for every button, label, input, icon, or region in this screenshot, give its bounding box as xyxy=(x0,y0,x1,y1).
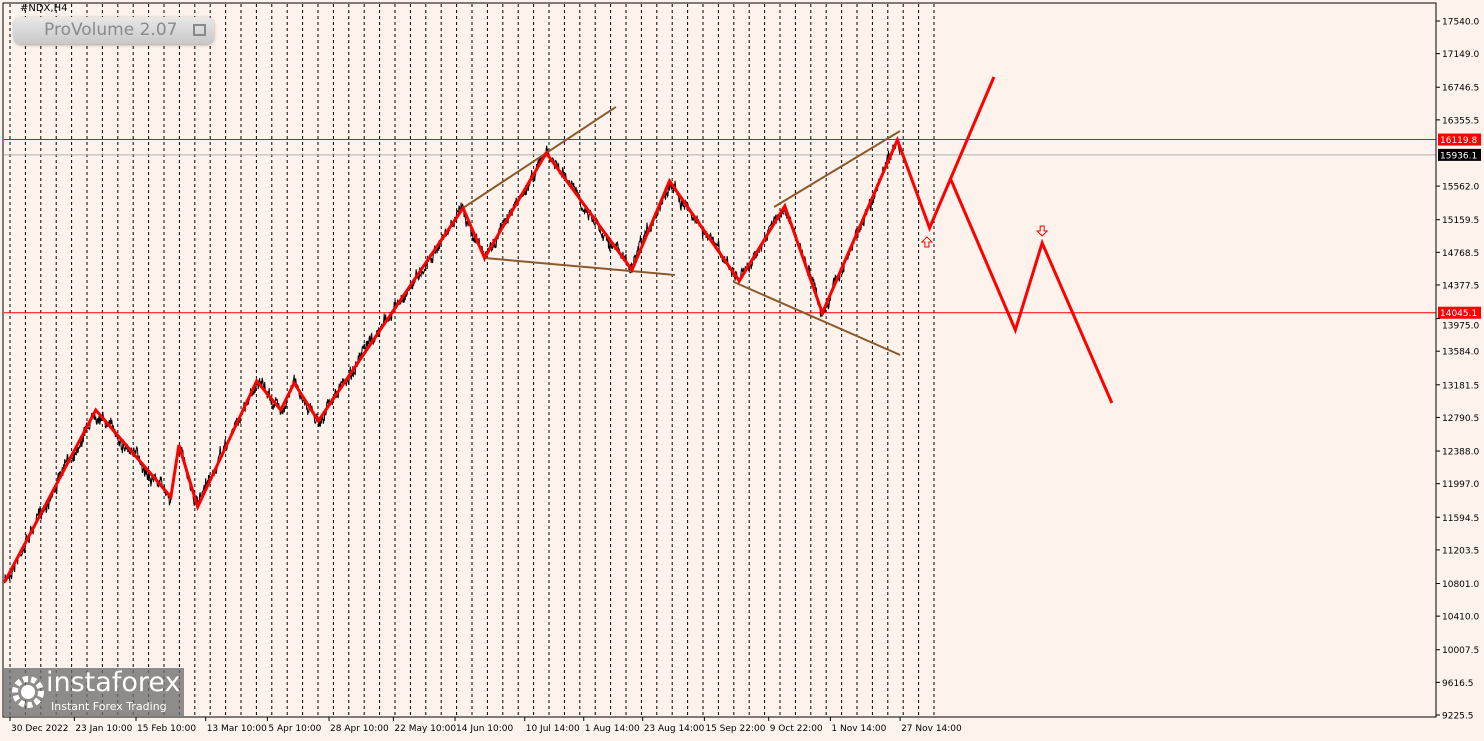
x-tick-label: 23 Jan 10:00 xyxy=(75,724,132,734)
arrow-up-icon xyxy=(920,236,934,248)
y-tick-label: 15562.0 xyxy=(1442,183,1479,193)
level-price-label: 14045.1 xyxy=(1440,309,1477,319)
trendlines xyxy=(462,106,901,356)
trendline xyxy=(733,281,901,356)
wave-line xyxy=(3,76,996,583)
wave-lines xyxy=(3,76,1114,583)
y-tick-label: 12790.5 xyxy=(1442,414,1479,424)
arrow-down-icon xyxy=(1035,225,1049,237)
level-price-tag xyxy=(1438,306,1481,319)
price-axis[interactable]: 17540.0 17149.0 16746.5 16355.5 15562.0 15159… xyxy=(1435,3,1479,722)
logo-tagline: Instant Forex Trading xyxy=(51,700,167,713)
x-tick-label: 27 Nov 14:00 xyxy=(901,724,962,734)
level-price-tag xyxy=(1438,133,1481,146)
x-tick-label: 22 May 10:00 xyxy=(394,724,456,734)
provolume-indicator-button[interactable]: ProVolume 2.07 xyxy=(14,17,214,44)
trendline xyxy=(484,256,675,276)
y-tick-label: 10801.0 xyxy=(1442,580,1479,590)
x-tick-label: 1 Aug 14:00 xyxy=(585,724,640,734)
symbol-label: #NDX,H4 xyxy=(20,3,68,14)
y-tick-label: 10007.5 xyxy=(1442,646,1479,656)
arrows xyxy=(920,225,1049,248)
y-tick-label: 14377.5 xyxy=(1442,281,1479,291)
x-tick-label: 28 Apr 10:00 xyxy=(330,724,389,734)
x-tick-label: 14 Jun 10:00 xyxy=(456,724,513,734)
y-tick-label: 16355.5 xyxy=(1442,116,1479,126)
current-price-tag xyxy=(1438,148,1481,161)
indicator-label: ProVolume 2.07 xyxy=(44,20,178,40)
y-tick-label: 12388.0 xyxy=(1442,448,1479,458)
x-tick-label: 23 Aug 14:00 xyxy=(644,724,705,734)
y-tick-label: 13584.0 xyxy=(1442,348,1479,358)
x-tick-label: 13 Mar 10:00 xyxy=(207,724,267,734)
current-price-label: 15936.1 xyxy=(1440,151,1477,161)
y-tick-label: 9616.5 xyxy=(1442,679,1474,689)
y-tick-label: 11203.5 xyxy=(1442,546,1479,556)
trendline xyxy=(773,130,901,208)
y-tick-label: 13975.0 xyxy=(1442,322,1479,332)
y-tick-label: 17540.0 xyxy=(1442,18,1479,28)
instaforex-logo: instaforex Instant Forex Trading xyxy=(4,668,184,716)
x-tick-label: 5 Apr 10:00 xyxy=(268,724,321,734)
restore-window-icon[interactable] xyxy=(193,24,206,36)
y-tick-label: 15159.5 xyxy=(1442,216,1479,226)
y-tick-label: 9225.5 xyxy=(1442,712,1474,722)
x-tick-label: 1 Nov 14:00 xyxy=(831,724,886,734)
y-tick-label: 11997.0 xyxy=(1442,480,1479,490)
projection-wave-line xyxy=(949,179,1114,404)
gear-logo-icon xyxy=(12,676,44,708)
trendline xyxy=(462,106,617,209)
time-axis[interactable]: 30 Dec 2022 23 Jan 10:00 15 Feb 10:00 13 Ma… xyxy=(9,717,962,734)
y-tick-label: 14768.5 xyxy=(1442,249,1479,259)
logo-name: instaforex xyxy=(46,667,181,698)
x-tick-label: 9 Oct 22:00 xyxy=(770,724,823,734)
level-price-label: 16119.8 xyxy=(1440,136,1477,146)
y-tick-label: 13181.5 xyxy=(1442,381,1479,391)
x-tick-label: 30 Dec 2022 xyxy=(11,724,69,734)
y-tick-label: 10410.0 xyxy=(1442,613,1479,623)
x-tick-label: 15 Sep 22:00 xyxy=(705,724,765,734)
y-tick-label: 16746.5 xyxy=(1442,84,1479,94)
y-tick-label: 17149.0 xyxy=(1442,50,1479,60)
grid-lines xyxy=(9,4,935,716)
x-tick-label: 10 Jul 14:00 xyxy=(526,724,580,734)
y-tick-label: 11594.5 xyxy=(1442,514,1479,524)
horizontal-levels: 16119.8 14045.1 15936.1 xyxy=(4,133,1481,319)
x-tick-label: 15 Feb 10:00 xyxy=(137,724,196,734)
